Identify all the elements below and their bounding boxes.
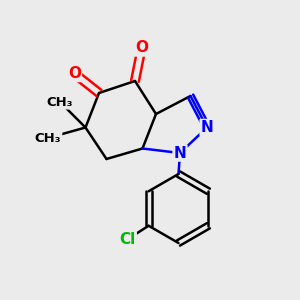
Text: N: N: [174, 146, 186, 160]
Text: O: O: [68, 66, 81, 81]
Text: O: O: [135, 40, 148, 56]
Text: CH₃: CH₃: [47, 95, 73, 109]
Text: N: N: [201, 120, 213, 135]
Text: CH₃: CH₃: [35, 131, 61, 145]
Text: Cl: Cl: [119, 232, 136, 247]
